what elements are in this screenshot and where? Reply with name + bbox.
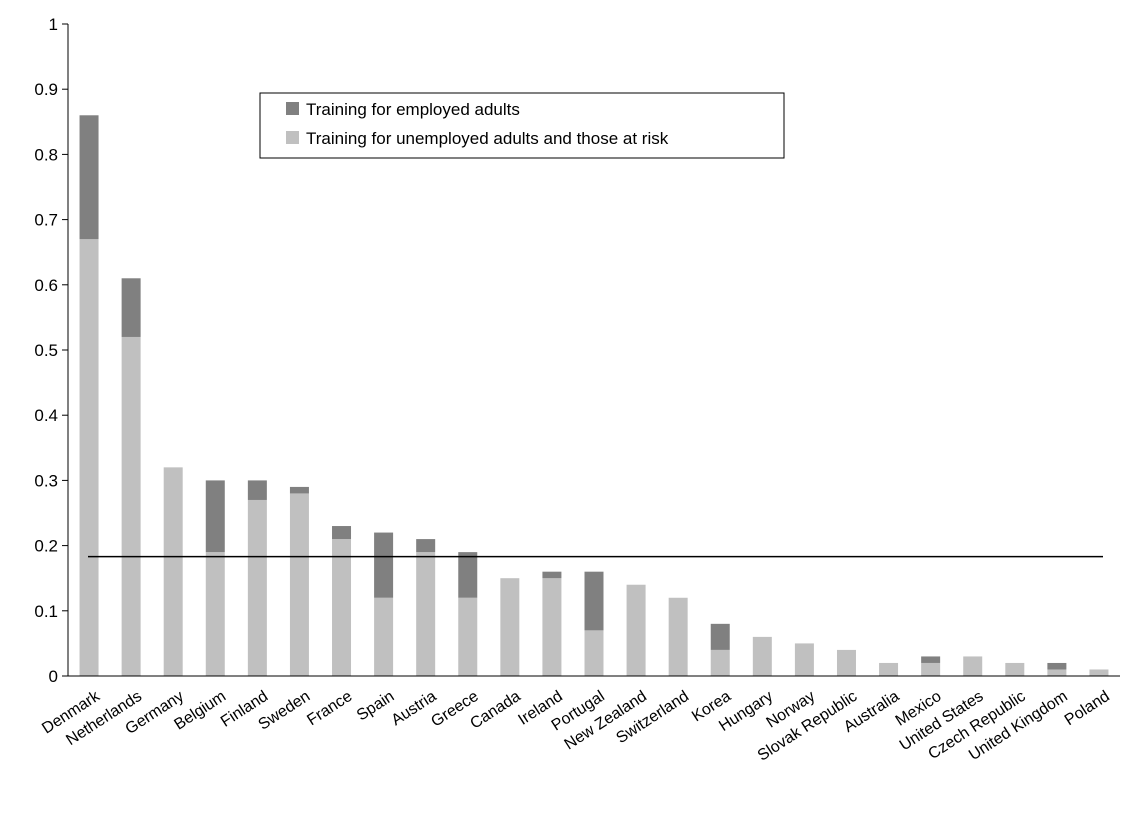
legend-label-employed: Training for employed adults	[306, 100, 520, 119]
bar-unemployed	[836, 649, 856, 676]
y-tick-label: 0.1	[34, 602, 58, 621]
legend-box	[259, 92, 785, 159]
legend-label-unemployed: Training for unemployed adults and those…	[306, 129, 669, 148]
bar-employed	[921, 656, 941, 663]
bar-unemployed	[416, 552, 436, 676]
y-tick-label: 0.9	[34, 80, 58, 99]
bar-unemployed	[879, 662, 899, 676]
bar-employed	[374, 532, 394, 598]
bar-employed	[416, 539, 436, 553]
y-tick-label: 0.6	[34, 276, 58, 295]
bar-unemployed	[626, 584, 646, 676]
y-tick-label: 0.4	[34, 406, 58, 425]
bar-unemployed	[247, 499, 267, 676]
bar-unemployed	[458, 597, 478, 676]
bar-unemployed	[963, 656, 983, 676]
bar-unemployed	[289, 493, 309, 676]
bar-employed	[121, 278, 141, 337]
bar-unemployed	[500, 578, 520, 676]
y-tick-label: 0.8	[34, 145, 58, 164]
bar-employed	[542, 571, 562, 579]
x-labels-group: DenmarkNetherlandsGermanyBelgiumFinlandS…	[39, 687, 1113, 764]
bar-employed	[710, 623, 730, 650]
y-ticks-group: 0 0.1 0.2 0.3 0.4 0.5 0.6 0.7 0.8 0.9 1	[34, 15, 68, 686]
bars-group	[79, 115, 1109, 676]
bar-unemployed	[794, 643, 814, 676]
x-category-label: France	[304, 688, 355, 729]
bar-employed	[584, 571, 604, 631]
bar-unemployed	[1005, 662, 1025, 676]
y-tick-label: 1	[49, 15, 58, 34]
y-tick-label: 0.5	[34, 341, 58, 360]
y-tick-label: 0	[49, 667, 58, 686]
bar-employed	[79, 115, 99, 240]
y-tick-label: 0.3	[34, 471, 58, 490]
bar-unemployed	[121, 336, 141, 676]
bar-employed	[1047, 662, 1067, 670]
bar-unemployed	[668, 597, 688, 676]
bar-unemployed	[752, 636, 772, 676]
bar-employed	[332, 526, 352, 540]
bar-unemployed	[1089, 669, 1109, 676]
bar-unemployed	[542, 578, 562, 676]
legend-swatch-unemployed	[286, 131, 299, 144]
bar-unemployed	[584, 630, 604, 676]
y-tick-label: 0.7	[34, 211, 58, 230]
bar-unemployed	[332, 539, 352, 676]
bar-unemployed	[79, 239, 99, 676]
bar-unemployed	[374, 597, 394, 676]
legend: Training for employed adults Training fo…	[259, 92, 785, 159]
x-category-label: Poland	[1062, 688, 1113, 729]
bar-unemployed	[1047, 669, 1067, 676]
bar-employed	[458, 552, 478, 598]
bar-employed	[205, 480, 225, 553]
y-tick-label: 0.2	[34, 537, 58, 556]
bar-unemployed	[205, 552, 225, 676]
bar-unemployed	[921, 662, 941, 676]
bar-unemployed	[710, 649, 730, 676]
legend-swatch-employed	[286, 102, 299, 115]
bar-employed	[247, 480, 267, 500]
bar-employed	[289, 486, 309, 494]
bar-unemployed	[163, 467, 183, 676]
